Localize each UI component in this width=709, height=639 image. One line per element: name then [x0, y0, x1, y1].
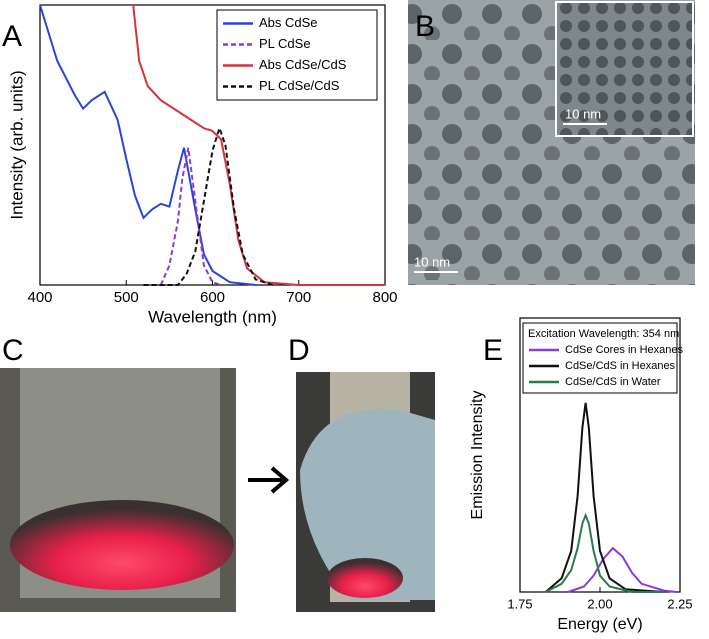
- scale-bar-label: 10 nm: [414, 254, 450, 269]
- scale-bar-label: 10 nm: [565, 106, 601, 121]
- series-line: [132, 4, 385, 286]
- x-tick-label: 500: [114, 289, 139, 306]
- glowing-solution: [10, 500, 234, 590]
- panel-label: C: [2, 334, 24, 367]
- y-axis-label: Intensity (arb. units): [7, 70, 26, 219]
- series-line: [39, 4, 256, 286]
- legend-label: CdSe/CdS in Hexanes: [565, 360, 676, 372]
- series-line: [545, 512, 664, 593]
- legend-label: Abs CdSe/CdS: [259, 57, 347, 72]
- arrow: [248, 466, 290, 494]
- y-axis-label: Emission Intensity: [469, 391, 486, 520]
- series-line: [159, 147, 222, 286]
- series-line: [143, 125, 274, 286]
- panel-label: B: [415, 10, 435, 43]
- x-tick-label: 800: [372, 289, 397, 306]
- legend-label: CdSe/CdS in Water: [565, 376, 661, 388]
- legend-title: Excitation Wavelength: 354 nm: [528, 328, 679, 340]
- gloved-hand: [300, 408, 435, 600]
- x-axis-label: Wavelength (nm): [148, 307, 277, 326]
- x-tick-label: 400: [27, 289, 52, 306]
- series-line: [567, 546, 677, 593]
- tem-inset: [555, 1, 694, 137]
- panel-label: E: [483, 334, 503, 367]
- panel-label: D: [288, 334, 310, 367]
- legend-box: [216, 9, 378, 101]
- x-tick-label: 600: [200, 289, 225, 306]
- x-tick-label: 2.25: [667, 596, 692, 611]
- glowing-solution: [327, 558, 403, 598]
- legend-label: Abs CdSe: [259, 15, 318, 30]
- legend-label: PL CdSe: [259, 36, 311, 51]
- x-tick-label: 2.00: [587, 596, 612, 611]
- panel-label: A: [2, 20, 22, 53]
- x-tick-label: 700: [286, 289, 311, 306]
- x-tick-label: 1.75: [507, 596, 532, 611]
- series-line: [544, 402, 665, 593]
- legend-label: CdSe Cores in Hexanes: [565, 344, 684, 356]
- legend-label: PL CdSe/CdS: [259, 78, 340, 93]
- x-axis-label: Energy (eV): [557, 616, 642, 633]
